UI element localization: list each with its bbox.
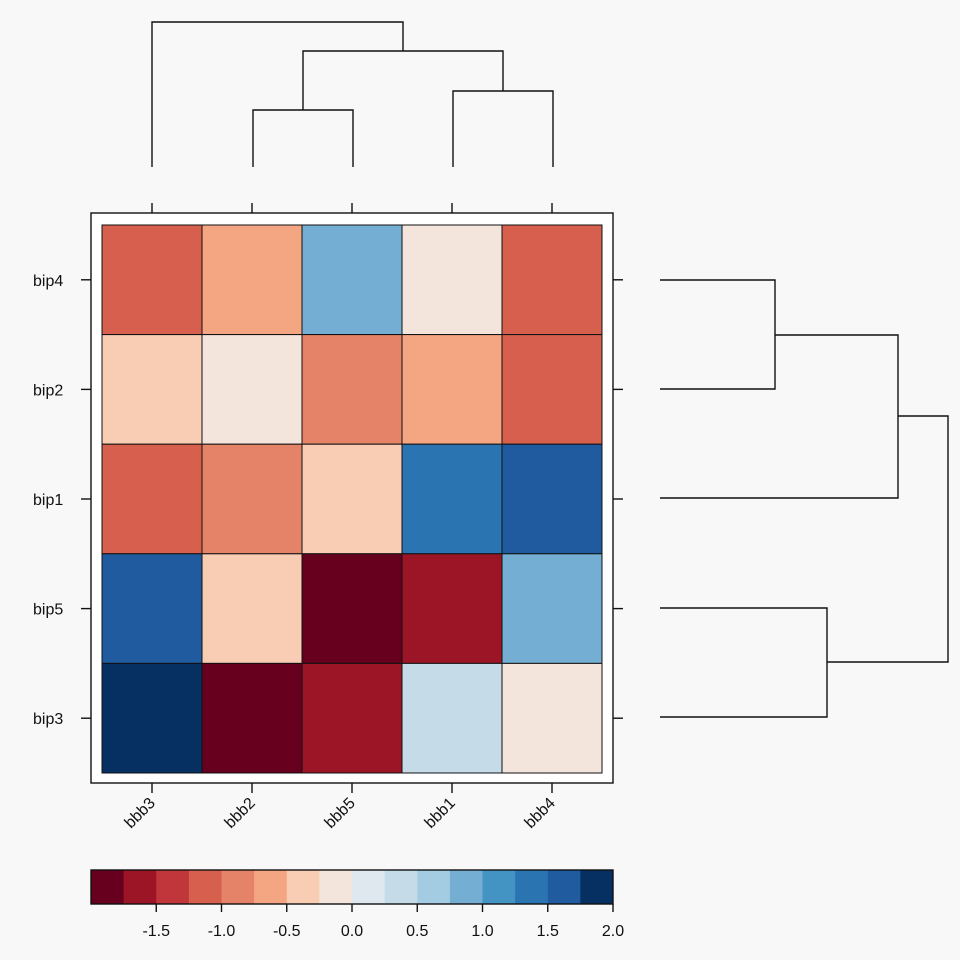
row-dendro-branch-root	[827, 415, 949, 663]
heatmap-cells	[101, 224, 603, 774]
colorbar-tick-label-6: 1.5	[537, 923, 559, 940]
row-label-bip1: bip1	[33, 492, 63, 509]
colorbar-segment-12	[449, 870, 483, 904]
colorbar-segment-11	[417, 870, 451, 904]
row-label-bip2: bip2	[33, 382, 63, 399]
colorbar-segment-2	[123, 870, 157, 904]
heatmap-cell-bip4-bbb5	[301, 224, 403, 336]
row-dendro-branch-bip4-bip2	[660, 279, 776, 390]
heatmap-cell-bip5-bbb4	[501, 553, 603, 664]
col-dendro-branch-bbb1-bbb4	[452, 90, 554, 167]
colorbar-segment-4	[188, 870, 222, 904]
colorbar	[90, 869, 614, 905]
colorbar-tick-label-5: 1.0	[471, 923, 493, 940]
heatmap-cell-bip4-bbb4	[501, 224, 603, 336]
heatmap-cell-bip5-bbb3	[101, 553, 203, 664]
heatmap-cell-bip4-bbb1	[401, 224, 503, 336]
heatmap-cell-bip1-bbb1	[401, 443, 503, 555]
colorbar-segment-9	[352, 870, 386, 904]
heatmap-cell-bip5-bbb1	[401, 553, 503, 664]
axis-ticks	[81, 203, 623, 793]
row-dendro-branch-upper	[660, 334, 899, 499]
heatmap-cell-bip5-bbb2	[201, 553, 303, 664]
column-dendrogram	[151, 21, 554, 167]
row-dendrogram	[660, 279, 949, 718]
colorbar-segment-15	[547, 870, 581, 904]
colorbar-segment-6	[254, 870, 288, 904]
colorbar-segment-7	[286, 870, 320, 904]
colorbar-segment-3	[156, 870, 190, 904]
heatmap-cell-bip2-bbb3	[101, 334, 203, 445]
column-label-bbb3: bbb3	[122, 795, 159, 832]
heatmap-cell-bip1-bbb5	[301, 443, 403, 555]
column-label-bbb4: bbb4	[522, 795, 559, 832]
colorbar-segment-1	[91, 870, 125, 904]
heatmap-cell-bip2-bbb1	[401, 334, 503, 445]
colorbar-segment-14	[515, 870, 549, 904]
colorbar-segment-8	[319, 870, 353, 904]
colorbar-ticks: -1.5 -1.0 -0.5 0.0 0.5 1.0 1.5 2.0	[142, 904, 624, 940]
heatmap-cell-bip3-bbb1	[401, 662, 503, 774]
colorbar-tick-label-3: 0.0	[341, 923, 363, 940]
row-label-bip4: bip4	[33, 273, 63, 290]
heatmap-cell-bip4-bbb2	[201, 224, 303, 336]
colorbar-tick-label-0: -1.5	[142, 923, 170, 940]
row-label-bip5: bip5	[33, 602, 63, 619]
heatmap-cell-bip4-bbb3	[101, 224, 203, 336]
col-dendro-branch-mid	[302, 50, 504, 110]
row-labels: bip4 bip2 bip1 bip5 bip3	[33, 273, 63, 728]
column-labels: bbb3 bbb2 bbb5 bbb1 bbb4	[122, 795, 559, 832]
heatmap-cell-bip2-bbb5	[301, 334, 403, 445]
row-label-bip3: bip3	[33, 711, 63, 728]
colorbar-segment-10	[384, 870, 418, 904]
column-label-bbb5: bbb5	[322, 795, 359, 832]
column-label-bbb2: bbb2	[222, 795, 259, 832]
column-label-bbb1: bbb1	[422, 795, 459, 832]
heatmap-cell-bip3-bbb3	[101, 662, 203, 774]
colorbar-segment-5	[221, 870, 255, 904]
row-dendro-branch-bip5-bip3	[660, 607, 828, 718]
colorbar-segment-13	[482, 870, 516, 904]
colorbar-tick-label-4: 0.5	[406, 923, 428, 940]
colorbar-tick-label-2: -0.5	[273, 923, 301, 940]
heatmap-cell-bip3-bbb2	[201, 662, 303, 774]
heatmap-cell-bip1-bbb4	[501, 443, 603, 555]
colorbar-segment-16	[580, 870, 614, 904]
col-dendro-branch-root	[151, 21, 404, 167]
heatmap-cell-bip2-bbb2	[201, 334, 303, 445]
colorbar-tick-label-1: -1.0	[208, 923, 236, 940]
heatmap-cell-bip2-bbb4	[501, 334, 603, 445]
heatmap-cell-bip3-bbb5	[301, 662, 403, 774]
heatmap-cell-bip3-bbb4	[501, 662, 603, 774]
colorbar-tick-label-7: 2.0	[602, 923, 624, 940]
col-dendro-branch-bbb2-bbb5	[252, 109, 354, 167]
heatmap-cell-bip1-bbb3	[101, 443, 203, 555]
heatmap-cell-bip1-bbb2	[201, 443, 303, 555]
heatmap-cell-bip5-bbb5	[301, 553, 403, 664]
